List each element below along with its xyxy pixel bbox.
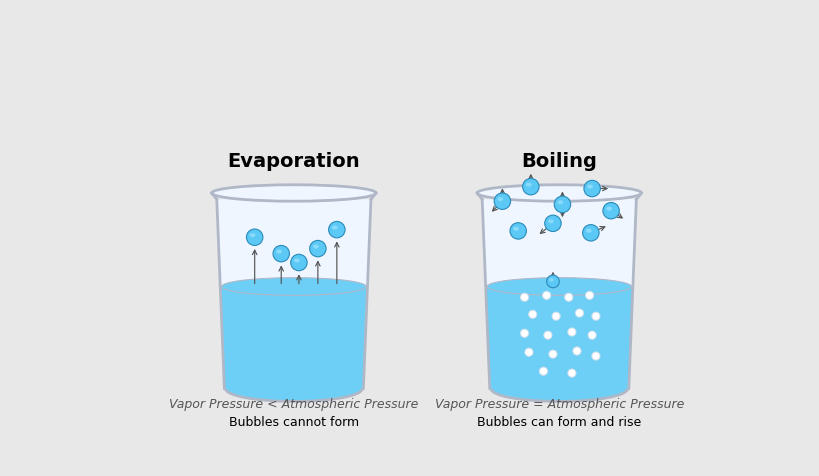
Text: Evaporation: Evaporation xyxy=(228,152,360,171)
Ellipse shape xyxy=(520,329,528,337)
Ellipse shape xyxy=(310,240,326,257)
Text: Vapor Pressure = Atmospheric Pressure: Vapor Pressure = Atmospheric Pressure xyxy=(434,398,683,411)
Ellipse shape xyxy=(583,180,600,197)
Ellipse shape xyxy=(294,258,300,262)
Ellipse shape xyxy=(513,227,518,231)
Ellipse shape xyxy=(567,369,575,377)
Ellipse shape xyxy=(602,202,618,219)
Ellipse shape xyxy=(250,233,256,237)
Ellipse shape xyxy=(586,228,591,233)
Ellipse shape xyxy=(548,350,556,358)
Ellipse shape xyxy=(546,275,559,288)
Ellipse shape xyxy=(273,246,289,262)
Ellipse shape xyxy=(575,309,583,317)
Ellipse shape xyxy=(544,215,560,231)
Ellipse shape xyxy=(313,245,319,248)
Ellipse shape xyxy=(582,225,599,241)
Ellipse shape xyxy=(224,377,363,401)
Ellipse shape xyxy=(328,221,345,238)
Ellipse shape xyxy=(332,226,337,229)
Ellipse shape xyxy=(591,312,600,320)
Ellipse shape xyxy=(247,229,263,246)
Ellipse shape xyxy=(509,223,526,239)
Polygon shape xyxy=(485,287,632,389)
Polygon shape xyxy=(220,287,367,389)
Ellipse shape xyxy=(276,249,282,254)
Ellipse shape xyxy=(605,207,611,211)
Ellipse shape xyxy=(587,331,595,339)
Polygon shape xyxy=(216,199,370,389)
Ellipse shape xyxy=(539,367,547,375)
Ellipse shape xyxy=(225,377,361,401)
Ellipse shape xyxy=(585,291,593,299)
Ellipse shape xyxy=(291,254,307,271)
Ellipse shape xyxy=(528,310,536,318)
Ellipse shape xyxy=(525,183,531,187)
Ellipse shape xyxy=(586,185,592,188)
Polygon shape xyxy=(482,199,636,389)
Ellipse shape xyxy=(554,196,570,213)
Text: Boiling: Boiling xyxy=(521,152,596,171)
Ellipse shape xyxy=(543,331,551,339)
Ellipse shape xyxy=(557,200,563,204)
Ellipse shape xyxy=(551,312,559,320)
Text: Bubbles cannot form: Bubbles cannot form xyxy=(229,416,359,429)
Ellipse shape xyxy=(486,278,631,295)
Ellipse shape xyxy=(221,278,365,295)
Ellipse shape xyxy=(520,293,528,301)
Text: Vapor Pressure < Atmospheric Pressure: Vapor Pressure < Atmospheric Pressure xyxy=(169,398,418,411)
Ellipse shape xyxy=(542,291,550,299)
Ellipse shape xyxy=(491,377,627,401)
Text: Bubbles can form and rise: Bubbles can form and rise xyxy=(477,416,640,429)
Ellipse shape xyxy=(494,193,510,209)
Ellipse shape xyxy=(489,377,628,401)
Ellipse shape xyxy=(547,219,553,223)
Ellipse shape xyxy=(477,185,640,201)
Ellipse shape xyxy=(591,352,600,360)
Ellipse shape xyxy=(497,197,503,201)
Ellipse shape xyxy=(522,178,538,195)
Ellipse shape xyxy=(549,278,553,281)
Ellipse shape xyxy=(564,293,572,301)
Ellipse shape xyxy=(572,347,581,355)
Ellipse shape xyxy=(567,328,575,336)
Ellipse shape xyxy=(211,185,376,201)
Ellipse shape xyxy=(524,348,532,357)
